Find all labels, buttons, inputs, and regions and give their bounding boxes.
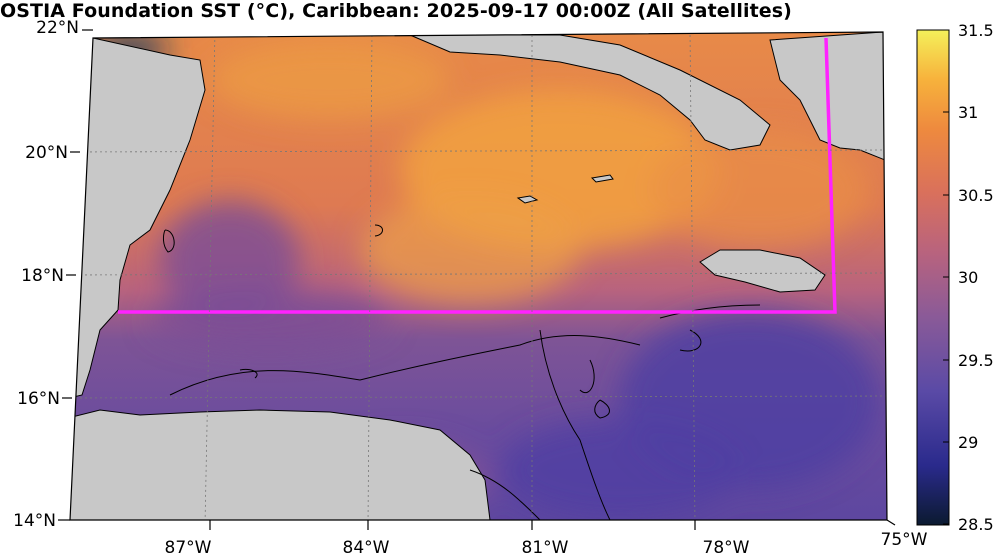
lon-label-84w: 84°W (343, 538, 390, 558)
lat-label-14n: 14°N (13, 511, 56, 531)
colorbar-label-29-5: 29.5 (958, 351, 994, 370)
region-boundary (118, 37, 837, 314)
lon-label-81w: 81°W (522, 538, 569, 558)
lat-label-18n: 18°N (21, 266, 64, 286)
land-masses (70, 32, 886, 520)
colorbar-label-31-5: 31.5 (958, 21, 994, 40)
land-yucatan (70, 37, 206, 401)
map-title: OSTIA Foundation SST (°C), Caribbean: 20… (0, 0, 792, 22)
lat-label-22n: 22°N (36, 18, 79, 38)
graticule (70, 32, 887, 520)
colorbar-ticks (943, 29, 949, 525)
colorbar-label-30-5: 30.5 (958, 186, 994, 205)
lon-label-78w: 78°W (703, 538, 750, 558)
land-honduras (70, 409, 491, 520)
bathymetry-contours (162, 224, 761, 520)
land-jamaica (699, 249, 826, 293)
map-ticks (58, 29, 896, 530)
land-cuba (409, 34, 771, 151)
colorbar-label-28-5: 28.5 (958, 515, 994, 534)
lat-label-20n: 20°N (25, 143, 68, 163)
colorbar-label-29: 29 (958, 433, 978, 452)
land-cayman-2 (590, 174, 614, 183)
lon-label-87w: 87°W (165, 538, 212, 558)
land-cayman (516, 195, 539, 204)
colorbar-label-31: 31 (958, 103, 978, 122)
lon-label-75w: 75°W (881, 530, 928, 550)
colorbar-label-30: 30 (958, 268, 978, 287)
lat-label-16n: 16°N (17, 389, 60, 409)
